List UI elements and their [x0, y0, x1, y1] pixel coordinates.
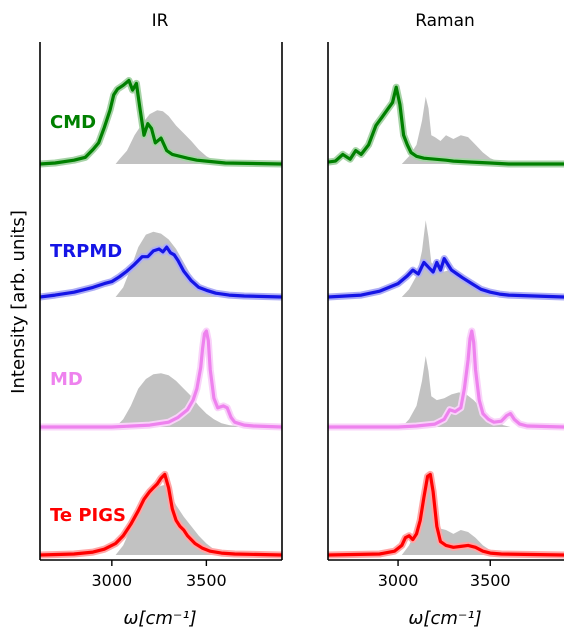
spectrum-line-te-pigs	[328, 472, 564, 557]
raman-xlabel: ω[cm⁻¹]	[408, 608, 481, 629]
series-label-md: MD	[50, 369, 83, 390]
x-tick-label: 3000	[91, 571, 132, 590]
spectrum-line-cmd	[40, 78, 282, 166]
spectrum-line-md	[328, 329, 564, 429]
reference-area-trpmd	[115, 231, 230, 297]
raman-panel: 3000 3500	[327, 42, 564, 590]
uncertainty-band-md	[328, 327, 564, 431]
spectrum-line-te-pigs	[40, 472, 282, 557]
uncertainty-band-te-pigs	[328, 470, 564, 559]
series-label-trpmd: TRPMD	[50, 241, 122, 262]
reference-area-md	[115, 373, 248, 427]
ir-xlabel: ω[cm⁻¹]	[123, 608, 196, 629]
reference-area-cmd	[401, 96, 505, 164]
panel-title-ir: IR	[152, 11, 169, 31]
spectrum-line-md	[40, 329, 282, 429]
x-tick-label: 3500	[186, 571, 227, 590]
reference-area-trpmd	[401, 220, 509, 297]
spectrum-line-trpmd	[328, 257, 564, 299]
ir-panel: CMD TRPMD MD Te PIGS 3000 3500	[39, 42, 283, 590]
panel-title-raman: Raman	[415, 11, 475, 31]
series-label-cmd: CMD	[50, 112, 96, 133]
figure-ylabel: Intensity [arb. units]	[8, 210, 29, 394]
x-tick-label: 3000	[378, 571, 419, 590]
reference-area-md	[401, 356, 511, 427]
x-tick-label: 3500	[470, 571, 511, 590]
spectrum-line-trpmd	[40, 245, 282, 299]
reference-area-te-pigs	[401, 474, 505, 555]
series-label-te-pigs: Te PIGS	[50, 505, 126, 526]
spectrum-line-cmd	[328, 85, 564, 166]
